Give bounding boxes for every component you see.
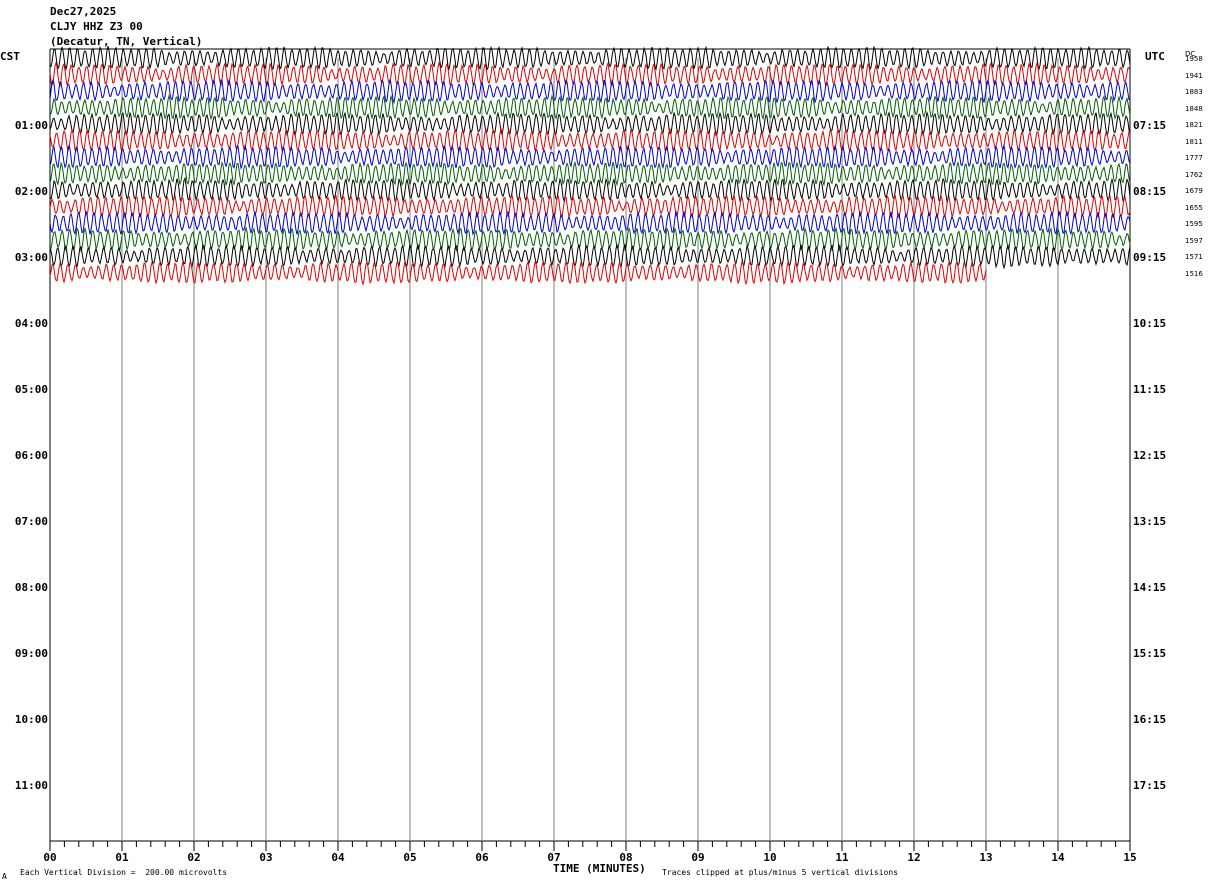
left-hour-label: 01:00 (14, 119, 48, 132)
left-hour-label: 07:00 (14, 515, 48, 528)
footer-clip-note: Traces clipped at plus/minus 5 vertical … (662, 868, 899, 877)
right-hour-label: 16:15 (1133, 713, 1167, 726)
seismic-trace (49, 225, 1131, 253)
right-hour-label: 09:15 (1133, 251, 1167, 264)
dc-offset-label: 1597 (1185, 236, 1203, 245)
seismic-trace (49, 210, 1131, 236)
right-hour-label: 10:15 (1133, 317, 1167, 330)
x-tick-label: 08 (619, 851, 633, 864)
seismic-trace (49, 143, 1131, 170)
seismic-trace (49, 243, 1131, 270)
left-hour-label: 10:00 (14, 713, 48, 726)
x-tick-label: 14 (1051, 851, 1065, 864)
dc-offset-label: 1595 (1185, 220, 1203, 228)
x-tick-label: 01 (115, 851, 129, 864)
dc-offset-label: 1958 (1185, 55, 1203, 63)
header-station: CLJY HHZ Z3 00 (50, 20, 143, 33)
dc-offset-label: 1516 (1185, 269, 1203, 278)
right-hour-label: 17:15 (1133, 779, 1167, 792)
x-tick-label: 04 (331, 851, 345, 864)
dc-offset-label: 1655 (1185, 203, 1203, 212)
right-hour-label: 15:15 (1133, 647, 1167, 660)
dc-offset-label: 1941 (1185, 71, 1203, 80)
x-tick-label: 12 (907, 851, 921, 864)
seismic-trace (49, 60, 1131, 88)
dc-column-header: DC (1185, 50, 1196, 58)
x-axis-title: TIME (MINUTES) (553, 862, 646, 875)
right-hour-label: 11:15 (1133, 383, 1167, 396)
x-tick-label: 05 (403, 851, 417, 864)
corner-mark: A (2, 872, 7, 881)
right-hour-label: 07:15 (1133, 119, 1167, 132)
dc-offset-label: 1679 (1185, 187, 1203, 195)
dc-offset-label: 1821 (1185, 121, 1203, 129)
left-timezone-label: CST (0, 50, 20, 63)
dc-offset-label: 1777 (1185, 154, 1203, 162)
x-tick-label: 10 (763, 851, 777, 864)
x-tick-label: 00 (43, 851, 57, 864)
x-tick-label: 15 (1123, 851, 1137, 864)
seismic-trace (49, 78, 1131, 105)
x-tick-label: 13 (979, 851, 993, 864)
seismic-trace (49, 93, 1131, 121)
header-location: (Decatur, TN, Vertical) (50, 35, 203, 48)
left-hour-label: 11:00 (14, 779, 48, 792)
seismic-trace (49, 45, 1131, 72)
right-hour-label: 13:15 (1133, 515, 1167, 528)
left-hour-label: 09:00 (14, 647, 48, 660)
seismic-trace (49, 160, 1131, 187)
left-hour-label: 06:00 (14, 449, 48, 462)
x-tick-label: 03 (259, 851, 273, 864)
x-tick-label: 09 (691, 851, 705, 864)
left-hour-label: 04:00 (14, 317, 48, 330)
right-hour-label: 08:15 (1133, 185, 1167, 198)
x-tick-label: 07 (547, 851, 561, 864)
seismic-trace (49, 193, 1131, 220)
right-hour-label: 12:15 (1133, 449, 1167, 462)
dc-offset-label: 1811 (1185, 137, 1203, 146)
seismic-trace (49, 260, 987, 287)
dc-offset-label: 1762 (1185, 170, 1203, 179)
right-hour-label: 14:15 (1133, 581, 1167, 594)
seismic-trace (49, 176, 1131, 203)
left-hour-label: 08:00 (14, 581, 48, 594)
dc-offset-label: 1571 (1185, 253, 1203, 261)
left-hour-label: 02:00 (14, 185, 48, 198)
right-timezone-label: UTC (1145, 50, 1165, 63)
seismic-trace (49, 110, 1131, 137)
dc-offset-label: 1883 (1185, 88, 1203, 96)
x-tick-label: 11 (835, 851, 849, 864)
left-hour-label: 05:00 (14, 383, 48, 396)
x-tick-label: 06 (475, 851, 489, 864)
x-tick-label: 02 (187, 851, 201, 864)
left-hour-label: 03:00 (14, 251, 48, 264)
footer-scale-note: Each Vertical Division = 200.00 microvol… (20, 868, 228, 877)
dc-offset-label: 1848 (1185, 104, 1203, 113)
header-date: Dec27,2025 (50, 5, 117, 18)
